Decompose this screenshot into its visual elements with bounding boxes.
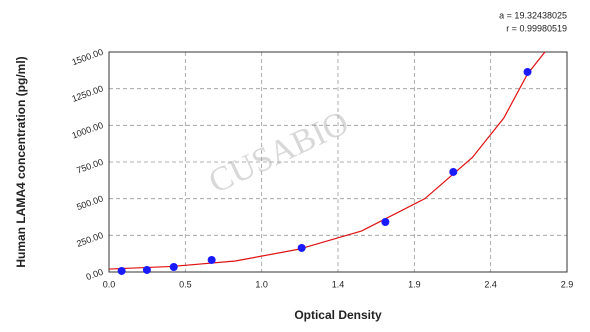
y-tick-label: 250.00 (75, 230, 104, 249)
annotation: a = 19.32438025 (499, 10, 567, 20)
x-tick-label: 1.4 (332, 279, 345, 289)
x-tick-label: 0.0 (103, 279, 116, 289)
point (142, 265, 151, 274)
point (523, 67, 532, 76)
point (381, 217, 390, 226)
y-axis-title: Human LAMA4 concentration (pg/ml) (14, 56, 28, 267)
x-tick-label: 1.0 (255, 279, 268, 289)
point (449, 167, 458, 176)
x-tick-label: 2.4 (484, 279, 497, 289)
x-tick-label: 1.9 (408, 279, 421, 289)
y-tick-label: 0.00 (85, 267, 105, 282)
y-tick-label: 500.00 (75, 193, 104, 212)
plot-frame (108, 51, 568, 273)
x-tick-label: 0.5 (179, 279, 192, 289)
y-tick-label: 1000.00 (70, 120, 104, 141)
x-axis-title: Optical Density (294, 308, 382, 322)
watermark: CUSABIO (203, 104, 354, 201)
point (117, 266, 126, 275)
x-tick-label: 2.9 (561, 279, 574, 289)
y-tick-label: 1500.00 (70, 47, 104, 68)
y-tick-label: 750.00 (75, 157, 104, 176)
y-tick-label: 1250.00 (70, 83, 104, 104)
point (169, 263, 178, 272)
point (207, 255, 216, 264)
annotation: r = 0.99980519 (506, 23, 567, 33)
fit-curve (109, 51, 546, 270)
point (297, 243, 306, 252)
